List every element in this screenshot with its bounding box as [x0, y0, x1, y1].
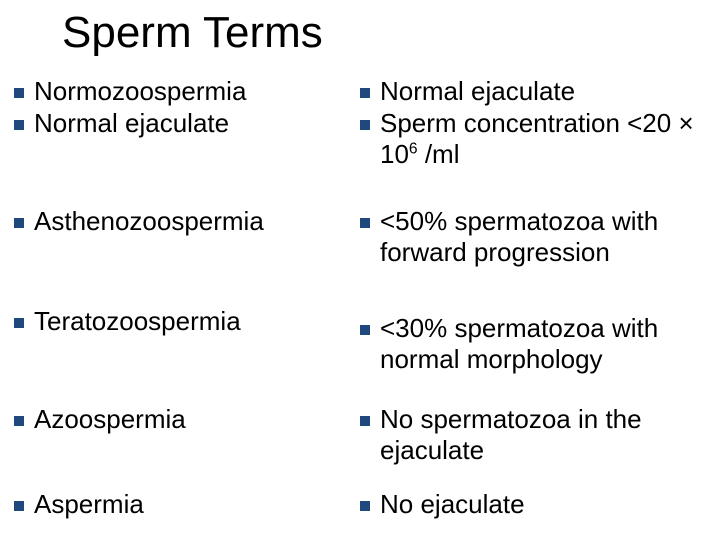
bullet-item: <30% spermatozoa with normal morphology: [360, 313, 706, 375]
bullet-item: Azoospermia: [14, 404, 360, 435]
square-bullet-icon: [14, 501, 24, 511]
slide-title: Sperm Terms: [62, 8, 323, 58]
bullet-item: Normal ejaculate: [14, 108, 360, 139]
bullet-text: No spermatozoa in the ejaculate: [380, 404, 706, 466]
square-bullet-icon: [360, 88, 370, 98]
bullet-item: Normozoospermia: [14, 76, 360, 107]
bullet-item: <50% spermatozoa with forward progressio…: [360, 206, 706, 268]
bullet-item: Asthenozoospermia: [14, 206, 360, 237]
square-bullet-icon: [360, 218, 370, 228]
bullet-text: Aspermia: [34, 489, 360, 520]
bullet-item: Normal ejaculate: [360, 76, 706, 107]
bullet-item: Teratozoospermia: [14, 306, 360, 337]
bullet-text: Asthenozoospermia: [34, 206, 360, 237]
bullet-text: <30% spermatozoa with normal morphology: [380, 313, 706, 375]
bullet-item: No spermatozoa in the ejaculate: [360, 404, 706, 466]
bullet-text: Normal ejaculate: [34, 108, 360, 139]
square-bullet-icon: [360, 501, 370, 511]
bullet-item: Sperm concentration <20 × 106 /ml: [360, 108, 706, 170]
square-bullet-icon: [360, 416, 370, 426]
square-bullet-icon: [360, 325, 370, 335]
bullet-text: Azoospermia: [34, 404, 360, 435]
bullet-item: No ejaculate: [360, 489, 706, 520]
square-bullet-icon: [14, 218, 24, 228]
square-bullet-icon: [360, 120, 370, 130]
bullet-text: Normal ejaculate: [380, 76, 706, 107]
bullet-text: No ejaculate: [380, 489, 706, 520]
square-bullet-icon: [14, 416, 24, 426]
slide: Sperm Terms NormozoospermiaNormal ejacul…: [0, 0, 720, 540]
square-bullet-icon: [14, 120, 24, 130]
bullet-text: Teratozoospermia: [34, 306, 360, 337]
square-bullet-icon: [14, 318, 24, 328]
square-bullet-icon: [14, 88, 24, 98]
bullet-item: Aspermia: [14, 489, 360, 520]
bullet-text: <50% spermatozoa with forward progressio…: [380, 206, 706, 268]
bullet-text: Sperm concentration <20 × 106 /ml: [380, 108, 706, 170]
bullet-text: Normozoospermia: [34, 76, 360, 107]
